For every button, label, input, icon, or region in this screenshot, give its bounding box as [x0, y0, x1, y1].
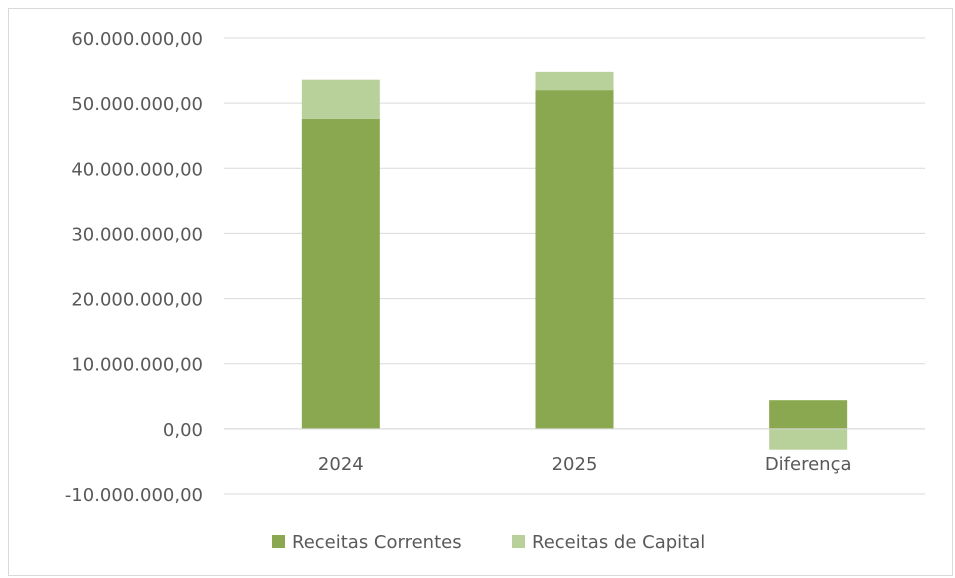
- y-tick-label: 0,00: [163, 420, 203, 441]
- legend-label: Receitas de Capital: [532, 532, 705, 553]
- bar-receitas-correntes-1: [535, 90, 614, 429]
- bar-receitas-correntes-2: [769, 400, 848, 429]
- bar-receitas-de-capital-1: [535, 71, 614, 91]
- legend-label: Receitas Correntes: [292, 532, 462, 553]
- x-tick-label: 2024: [318, 454, 364, 475]
- y-tick-label: 40.000.000,00: [71, 159, 203, 180]
- bar-receitas-de-capital-0: [301, 79, 380, 119]
- y-tick-label: 30.000.000,00: [71, 224, 203, 245]
- bars: [301, 71, 848, 450]
- legend-swatch: [512, 535, 525, 548]
- x-tick-label: 2025: [552, 454, 598, 475]
- y-tick-label: 10.000.000,00: [71, 355, 203, 376]
- y-axis-ticks: 60.000.000,00 50.000.000,00 40.000.000,00 3…: [65, 29, 203, 506]
- x-tick-label: Diferença: [765, 454, 852, 475]
- legend-swatch: [272, 535, 285, 548]
- y-tick-label: 20.000.000,00: [71, 290, 203, 311]
- bar-receitas-correntes-0: [301, 118, 380, 429]
- y-tick-label: 60.000.000,00: [71, 29, 203, 50]
- legend: Receitas Correntes Receitas de Capital: [272, 532, 705, 553]
- y-tick-label: 50.000.000,00: [71, 94, 203, 115]
- x-axis-ticks: 2024 2025 Diferença: [318, 454, 852, 475]
- y-tick-label: -10.000.000,00: [65, 485, 203, 506]
- bar-receitas-de-capital-2: [769, 428, 848, 450]
